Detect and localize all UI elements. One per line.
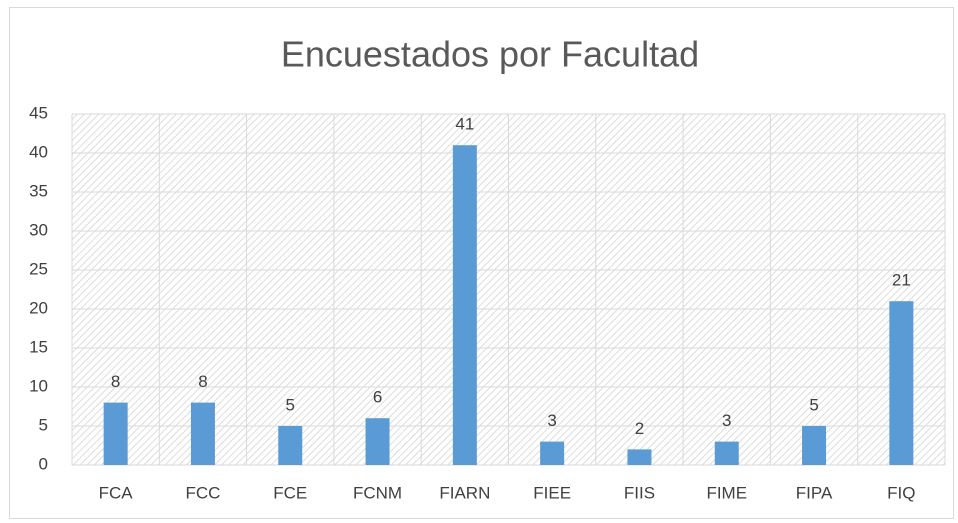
data-label: 5: [809, 395, 818, 414]
bar: [278, 426, 303, 465]
bar: [802, 426, 827, 465]
x-tick-label: FCNM: [353, 483, 402, 502]
data-label: 2: [635, 419, 644, 438]
y-tick-label: 25: [29, 259, 48, 278]
y-tick-label: 20: [29, 298, 48, 317]
x-tick-label: FIME: [706, 483, 747, 502]
data-label: 41: [455, 115, 474, 134]
y-tick-label: 40: [29, 142, 48, 161]
data-label: 5: [286, 395, 295, 414]
bar: [540, 441, 565, 465]
bar: [190, 402, 215, 465]
data-label: 3: [547, 411, 556, 430]
x-tick-label: FIARN: [439, 483, 490, 502]
bar: [714, 441, 739, 465]
data-label: 21: [892, 271, 911, 290]
chart-title: Encuestados por Facultad: [281, 34, 699, 75]
data-label: 8: [111, 372, 120, 391]
y-tick-label: 30: [29, 220, 48, 239]
bar: [365, 418, 390, 465]
y-tick-label: 10: [29, 376, 48, 395]
bar: [103, 402, 128, 465]
x-tick-label: FCA: [99, 483, 134, 502]
bar: [889, 301, 914, 465]
y-tick-label: 45: [29, 103, 48, 122]
x-tick-label: FIEE: [533, 483, 571, 502]
y-tick-label: 15: [29, 337, 48, 356]
x-tick-label: FIQ: [887, 483, 915, 502]
data-label: 3: [722, 411, 731, 430]
y-tick-label: 35: [29, 181, 48, 200]
y-tick-label: 0: [39, 454, 48, 473]
bar: [627, 449, 652, 465]
data-label: 6: [373, 388, 382, 407]
x-tick-label: FCE: [273, 483, 307, 502]
data-label: 8: [198, 372, 207, 391]
x-tick-label: FIIS: [624, 483, 655, 502]
x-tick-label: FIPA: [796, 483, 833, 502]
bar: [452, 145, 477, 465]
x-tick-label: FCC: [185, 483, 220, 502]
y-tick-label: 5: [39, 415, 48, 434]
